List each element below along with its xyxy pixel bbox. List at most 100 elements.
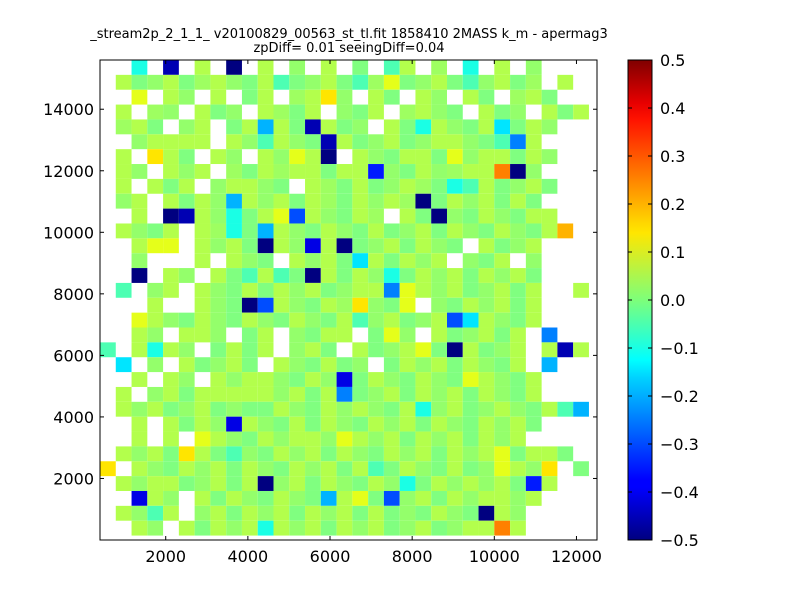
heatmap-cell: [305, 342, 321, 358]
heatmap-cell: [383, 60, 400, 75]
heatmap-cell: [273, 431, 290, 447]
heatmap-cell: [494, 282, 511, 298]
heatmap-cell: [210, 297, 227, 313]
heatmap-cell: [305, 431, 321, 447]
heatmap-cell: [257, 416, 274, 432]
y-tick-label: 6000: [53, 346, 94, 365]
heatmap-cell: [289, 238, 306, 254]
heatmap-cell: [226, 193, 242, 209]
heatmap-cell: [525, 208, 542, 224]
x-tick-label: 2000: [145, 547, 186, 566]
heatmap-cell: [178, 178, 195, 194]
heatmap-cell: [383, 431, 400, 447]
heatmap-cell: [447, 342, 463, 358]
heatmap-cell: [383, 164, 400, 179]
heatmap-cell: [320, 164, 337, 179]
heatmap-cell: [100, 342, 116, 358]
heatmap-cell: [163, 342, 179, 358]
heatmap-cell: [415, 164, 432, 179]
heatmap-cell: [241, 416, 258, 432]
heatmap-cell: [352, 104, 369, 120]
heatmap-cell: [383, 89, 400, 105]
heatmap-cell: [431, 104, 447, 120]
heatmap-cell: [478, 193, 495, 209]
heatmap-cell: [241, 297, 258, 313]
heatmap-cell: [305, 223, 321, 239]
colorbar-tick-label: 0.3: [660, 147, 685, 166]
heatmap-cell: [352, 164, 369, 179]
heatmap-cell: [178, 416, 195, 432]
heatmap-cell: [241, 238, 258, 254]
heatmap-cell: [447, 505, 463, 521]
heatmap-cell: [383, 357, 400, 373]
heatmap-cell: [415, 74, 432, 90]
heatmap-cell: [525, 89, 542, 105]
heatmap-cell: [178, 401, 195, 417]
heatmap-cell: [194, 312, 211, 328]
heatmap-cell: [431, 446, 447, 462]
heatmap-cell: [494, 104, 511, 120]
heatmap-cell: [178, 461, 195, 477]
heatmap-cell: [147, 386, 164, 402]
heatmap-cell: [510, 297, 526, 313]
heatmap-cell: [462, 416, 479, 432]
heatmap-cell: [399, 446, 416, 462]
heatmap-cell: [336, 253, 353, 269]
heatmap-cell: [478, 461, 495, 477]
heatmap-cell: [352, 490, 369, 506]
heatmap-cell: [399, 134, 416, 150]
heatmap-cell: [241, 505, 258, 521]
heatmap-cell: [289, 89, 306, 105]
heatmap-cell: [510, 476, 526, 491]
heatmap-cell: [415, 416, 432, 432]
y-tick-label: 14000: [43, 100, 94, 119]
heatmap-cell: [415, 446, 432, 462]
heatmap-cell: [241, 431, 258, 447]
colorbar-tick-label: −0.4: [660, 483, 699, 502]
heatmap-cell: [115, 164, 132, 179]
heatmap-cell: [131, 74, 148, 90]
heatmap-cell: [510, 208, 526, 224]
heatmap-cell: [194, 490, 211, 506]
heatmap-cell: [273, 134, 290, 150]
heatmap-cell: [415, 282, 432, 298]
heatmap-cell: [163, 223, 179, 239]
heatmap-cell: [525, 282, 542, 298]
heatmap-cell: [399, 372, 416, 387]
heatmap-cell: [147, 342, 164, 358]
heatmap-cell: [462, 446, 479, 462]
heatmap-cell: [226, 386, 242, 402]
heatmap-cell: [289, 446, 306, 462]
heatmap-cell: [226, 342, 242, 358]
heatmap-cell: [305, 104, 321, 120]
heatmap-cell: [305, 401, 321, 417]
heatmap-cell: [478, 164, 495, 179]
heatmap-cell: [462, 342, 479, 358]
heatmap-cell: [131, 253, 148, 269]
heatmap-cell: [525, 490, 542, 506]
heatmap-cell: [147, 490, 164, 506]
heatmap-cell: [431, 357, 447, 373]
heatmap-cell: [163, 416, 179, 432]
heatmap-cell: [226, 416, 242, 432]
heatmap-cell: [257, 164, 274, 179]
heatmap-cell: [510, 223, 526, 239]
heatmap-cell: [462, 490, 479, 506]
heatmap-cell: [352, 416, 369, 432]
heatmap-cell: [431, 342, 447, 358]
heatmap-cell: [352, 446, 369, 462]
heatmap-cell: [525, 178, 542, 194]
heatmap-cell: [462, 327, 479, 343]
heatmap-cell: [415, 268, 432, 283]
heatmap-cell: [447, 401, 463, 417]
heatmap-cell: [257, 268, 274, 283]
heatmap-cell: [257, 253, 274, 269]
heatmap-cell: [478, 416, 495, 432]
heatmap-cell: [305, 119, 321, 135]
heatmap-cell: [226, 268, 242, 283]
heatmap-cell: [494, 312, 511, 328]
heatmap-cell: [525, 238, 542, 254]
heatmap-cell: [305, 208, 321, 224]
heatmap-cell: [241, 327, 258, 343]
heatmap-cell: [431, 193, 447, 209]
